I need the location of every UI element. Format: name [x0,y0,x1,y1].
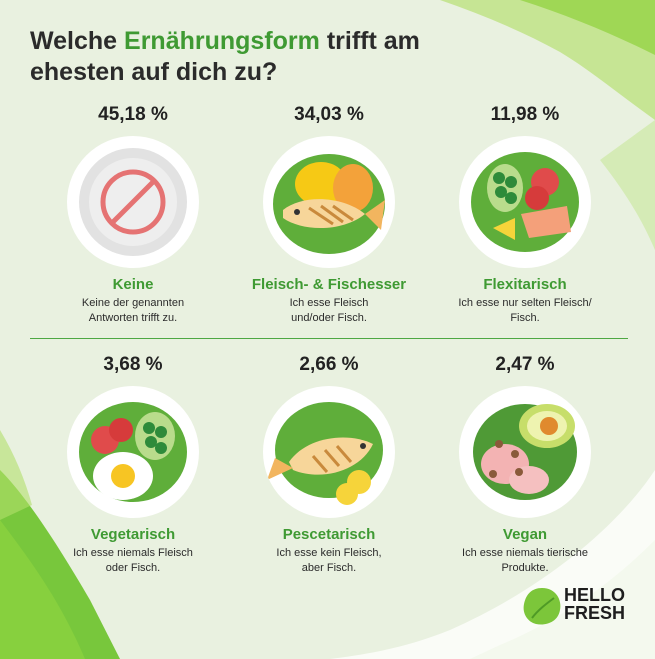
category-label: Keine [112,276,154,293]
category-description: Ich esse niemals Fleisch oder Fisch. [73,547,193,574]
percent-label: 3,68 % [103,354,163,375]
category-label: Vegan [502,526,548,543]
brand-line2: FRESH [564,603,626,623]
page-title: Welche Ernährungsform trifft am ehesten … [30,27,420,86]
category-description: Ich esse nur selten Fleisch/Fisch. [458,297,592,324]
title-highlight: Ernährungsform [124,27,320,55]
category-label: Vegetarisch [90,526,176,543]
category-label: Pescetarisch [282,526,376,543]
category-label: Flexitarisch [483,276,567,293]
brand-line1: HELLO [564,585,625,605]
prohibition-plate-icon [67,136,199,268]
category-description: Ich esse Fleisch und/oder Fisch. [289,297,369,324]
section-divider [30,338,628,339]
flexitarian-plate-icon [459,136,591,268]
category-description: Keine der genannten Antworten trifft zu. [81,297,185,324]
avocado-salad-plate-icon [459,386,591,518]
category-label: Fleisch- & Fischesser [251,276,407,293]
percent-label: 2,47 % [495,354,555,375]
fish-plate-icon [263,386,395,518]
lime-logo-icon [523,588,561,625]
percent-label: 45,18 % [98,104,168,125]
meat-fish-plate-icon [263,136,395,268]
percent-label: 11,98 % [490,104,560,125]
hellofresh-logo: HELLO FRESH [520,582,644,628]
vegetarian-plate-icon [67,386,199,518]
category-description: Ich esse niemals tierische Produkte. [462,547,588,574]
percent-label: 34,03 % [294,104,364,125]
category-description: Ich esse kein Fleisch, aber Fisch. [276,547,382,574]
percent-label: 2,66 % [299,354,359,375]
